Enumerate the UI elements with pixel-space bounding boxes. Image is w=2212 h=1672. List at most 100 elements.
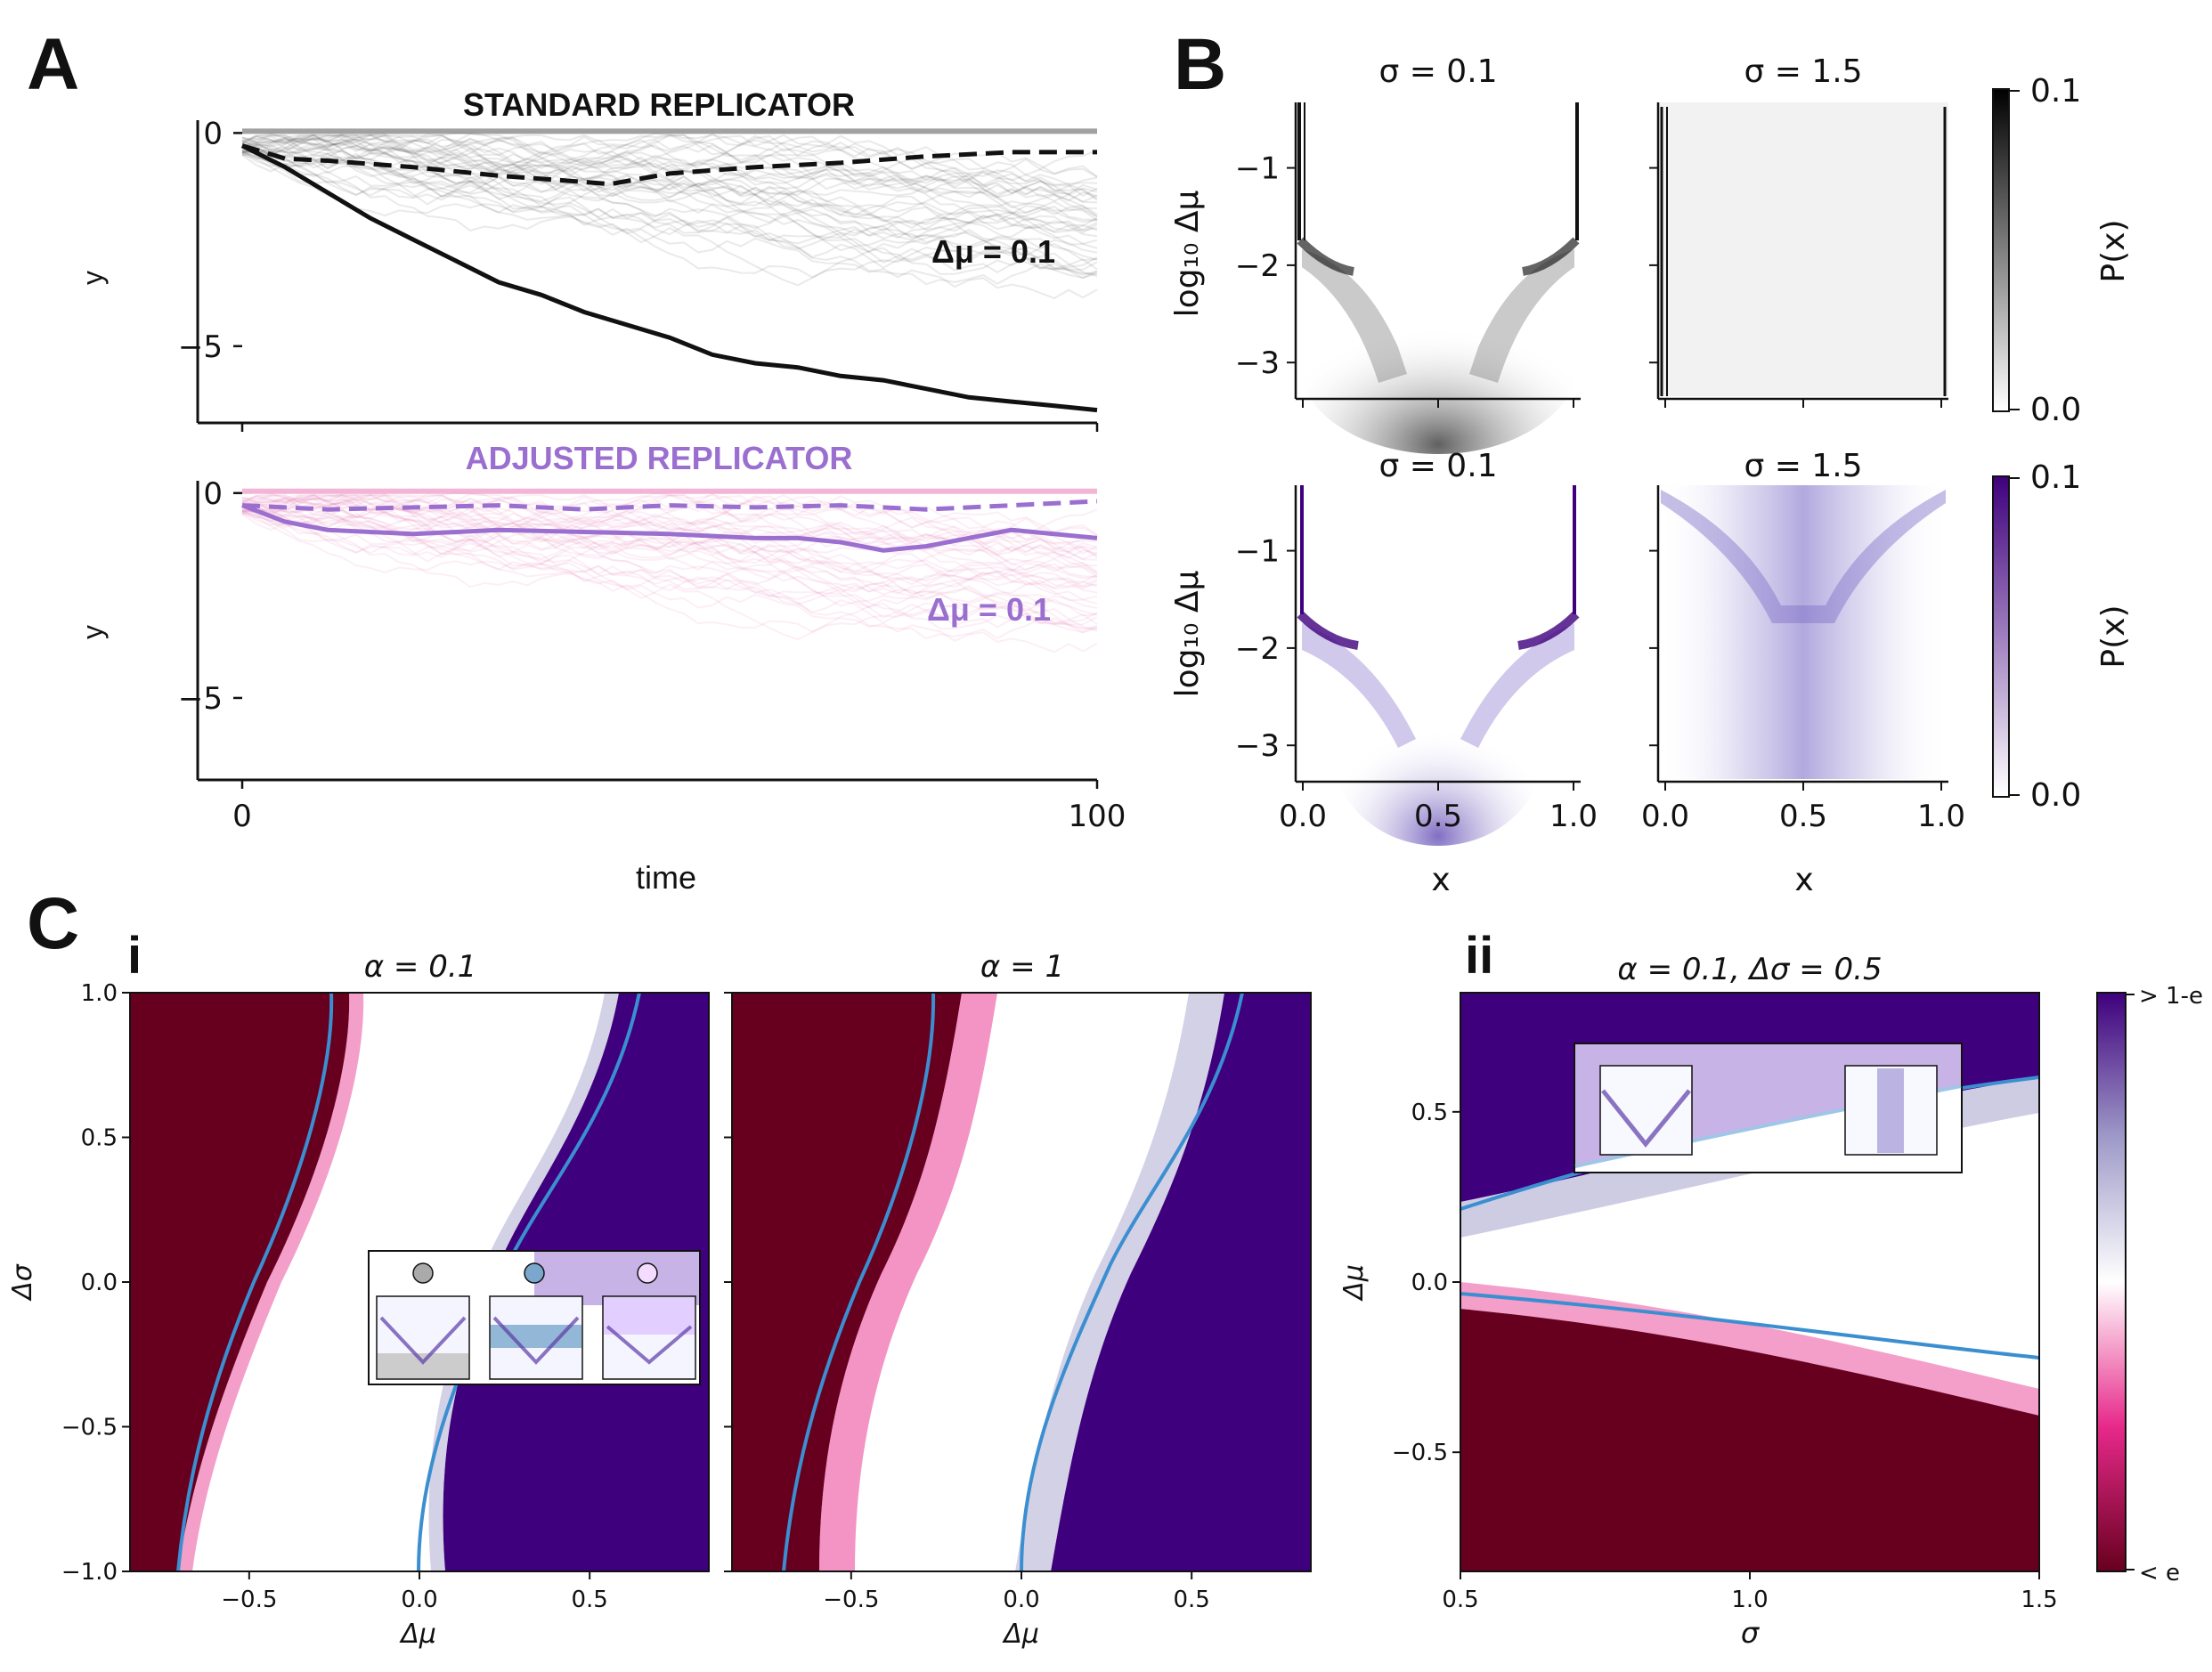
trace-line	[241, 139, 1098, 262]
trace-line	[241, 491, 1098, 557]
chart-title: STANDARD REPLICATOR	[463, 86, 855, 123]
x-tick-label: 0.5	[1173, 1587, 1209, 1613]
trace-line	[241, 132, 1098, 196]
y-ticks: 0 −5	[178, 116, 1099, 432]
x-axis-label: x	[1431, 862, 1450, 898]
heatmap-b-bottom-right: σ = 1.5	[1658, 448, 1948, 779]
axis-ticks: −0.5 0.0 0.5	[724, 992, 1210, 1613]
trace-line	[241, 505, 1098, 653]
heatmap-b-top-left: σ = 0.1	[1296, 53, 1581, 454]
b-ticks: −1 −2 −3 −1 −2 −3 0.0 0.5 1.0 0.0 0.5 1.0	[1235, 151, 1965, 834]
x-tick-label: 1.5	[2021, 1587, 2057, 1613]
colorbar-top-label: > 1-e	[2139, 983, 2203, 1010]
heatmap-b-top-right: σ = 1.5	[1658, 53, 1948, 396]
trace-line	[241, 509, 1098, 616]
trace-line	[241, 507, 1098, 641]
series-solid-line	[241, 503, 1098, 553]
y-tick-label: −5	[178, 329, 223, 365]
y-tick-label: −2	[1235, 631, 1280, 667]
colorbar-c: > 1-e < e	[2096, 983, 2203, 1587]
colorbar-max: 0.1	[2030, 459, 2081, 496]
axis-ticks: 0 −5 0 100	[178, 476, 1126, 834]
y-tick-label: 0.5	[1411, 1100, 1448, 1126]
trace-line	[241, 500, 1098, 597]
trace-line	[241, 134, 1098, 238]
panel-a-bottom: ADJUSTED REPLICATOR 0 −5 0 100 y Δμ = 0.1 t…	[77, 440, 1126, 896]
y-axis-label: y	[77, 625, 109, 639]
y-axis-label: log₁₀ Δμ	[1169, 191, 1206, 318]
trace-line	[241, 492, 1098, 553]
x-tick-label: 0.0	[401, 1587, 437, 1613]
panel-title: σ = 1.5	[1744, 53, 1862, 90]
x-tick-label: 0.5	[1414, 799, 1462, 834]
chart-title: α = 1	[980, 949, 1064, 985]
panel-c-ii: α = 0.1, Δσ = 0.5 0.5 1.0 1.50.50.0−0.5 σ …	[1338, 952, 2203, 1650]
trace-line	[241, 135, 1098, 203]
trace-line	[241, 509, 1098, 633]
trace-line	[241, 145, 1098, 271]
colorbar-min: 0.0	[2030, 777, 2081, 814]
y-tick-label: −3	[1235, 345, 1280, 381]
x-tick-label: 0.0	[1641, 799, 1689, 834]
chart-title: α = 0.1, Δσ = 0.5	[1617, 952, 1882, 987]
x-axis-label: Δμ	[1002, 1619, 1039, 1650]
x-tick-label: 100	[1069, 799, 1126, 834]
trace-line	[241, 136, 1098, 231]
x-tick-label: 0.5	[571, 1587, 607, 1613]
y-tick-label: 0.0	[1411, 1270, 1448, 1296]
inset-thumbnails	[1574, 1043, 1963, 1173]
panel-label-ci: i	[127, 927, 142, 985]
trace-line	[241, 513, 1098, 640]
trace-line	[241, 134, 1098, 180]
trace-line	[241, 134, 1098, 215]
trace-line	[241, 494, 1098, 540]
colorbar-bottom-label: < e	[2139, 1560, 2180, 1587]
trace-line	[241, 510, 1098, 601]
trace-line	[241, 497, 1098, 578]
trace-line	[241, 494, 1098, 572]
trace-line	[241, 134, 1098, 199]
y-tick-label: −1.0	[61, 1559, 118, 1586]
trace-line	[241, 494, 1098, 536]
y-axis-label: log₁₀ Δμ	[1169, 571, 1206, 698]
legend-marker-lavender	[637, 1262, 658, 1284]
trace-line	[241, 138, 1098, 199]
trace-line	[241, 496, 1098, 632]
colorbar-min: 0.0	[2030, 392, 2081, 428]
trace-line	[241, 135, 1098, 278]
trace-line	[241, 493, 1098, 575]
y-tick-label: −0.5	[61, 1415, 118, 1441]
x-tick-label: 0.0	[1279, 799, 1327, 834]
trace-line	[241, 145, 1098, 300]
trace-line	[241, 494, 1098, 590]
x-tick-label: 0.5	[1442, 1587, 1478, 1613]
trace-line	[241, 511, 1098, 631]
panel-b: σ = 0.1 σ = 1.5 σ = 0.1	[1169, 53, 2132, 898]
trace-line	[241, 137, 1098, 222]
trace-line	[241, 132, 1098, 200]
axis-ticks: −0.5 0.0 0.5 1.0 0.5 0.0 −0.5 −1.0	[61, 980, 608, 1613]
x-axis-label: x	[1794, 862, 1813, 898]
y-tick-label: 0	[203, 476, 223, 512]
y-tick-label: 0	[203, 116, 223, 151]
trace-line	[241, 134, 1098, 234]
legend-marker-gray	[412, 1262, 434, 1284]
trace-line	[241, 154, 1098, 275]
trace-line	[241, 134, 1098, 249]
x-axis-label: Δμ	[399, 1619, 436, 1650]
chart-title: α = 0.1	[364, 949, 477, 985]
annotation: Δμ = 0.1	[931, 233, 1055, 270]
trace-line	[241, 495, 1098, 603]
panel-c-i-right: α = 1 −0.5 0.0 0.5 Δμ	[724, 949, 1312, 1650]
x-tick-label: 0.5	[1779, 799, 1827, 834]
trace-line	[241, 150, 1098, 261]
x-axis-label: time	[636, 859, 696, 896]
trace-line	[241, 493, 1098, 561]
panel-label-b: B	[1174, 24, 1226, 105]
trace-line	[241, 132, 1098, 202]
colorbar-purple: 0.1 0.0 P(x)	[1992, 459, 2132, 814]
trace-line	[241, 134, 1098, 231]
chart-title: ADJUSTED REPLICATOR	[466, 440, 853, 476]
axis-ticks: 0.5 1.0 1.5 0.5 0.0 −0.5	[1392, 1100, 2058, 1613]
x-tick-label: 1.0	[1549, 799, 1598, 834]
